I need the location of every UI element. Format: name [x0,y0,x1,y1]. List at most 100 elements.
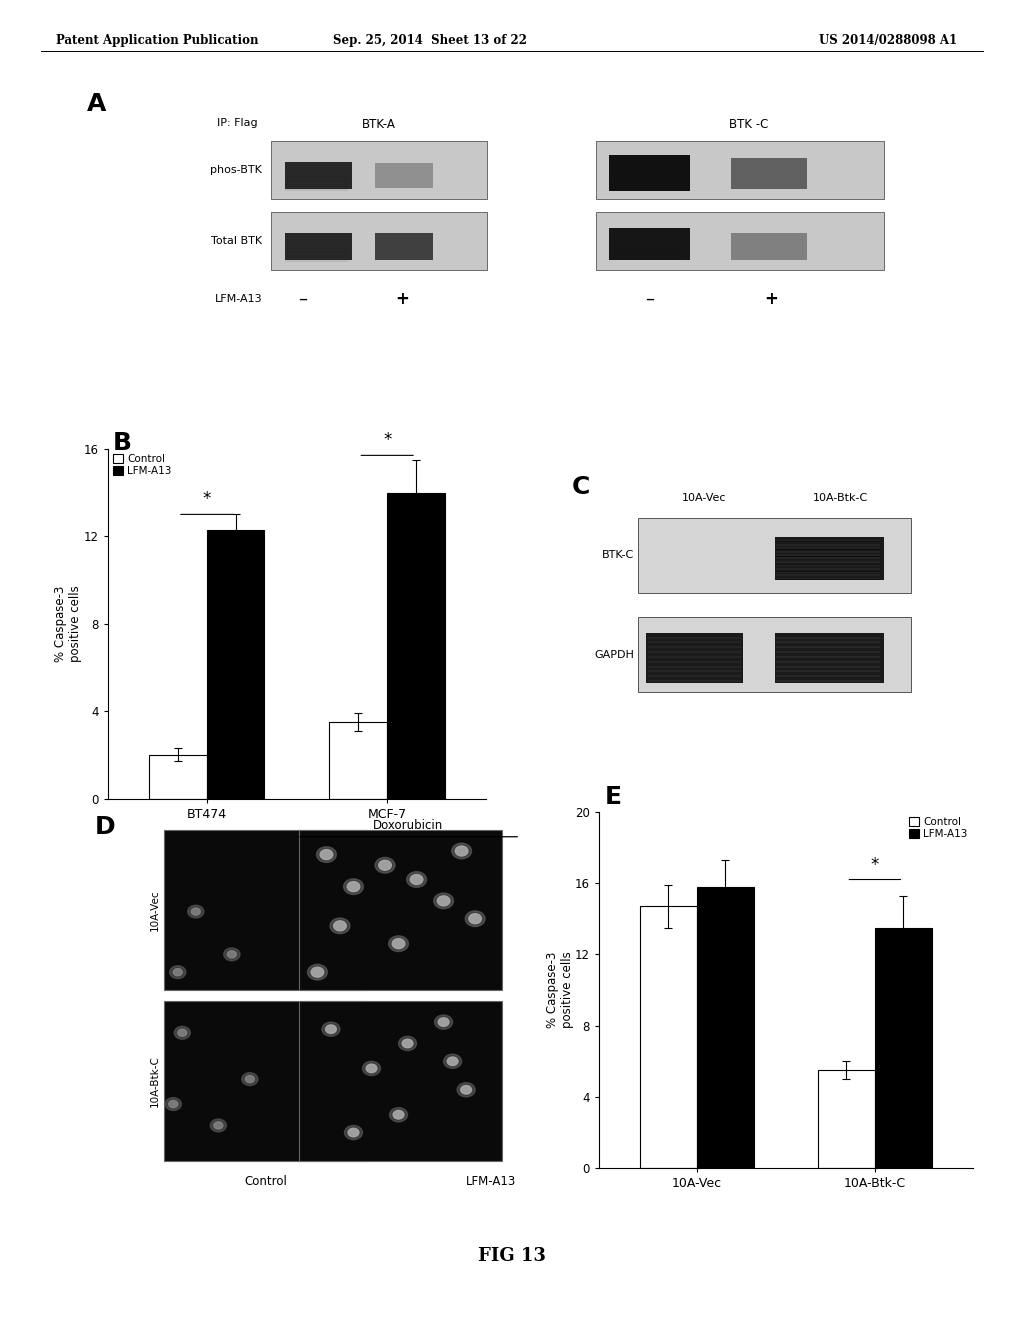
Circle shape [311,968,324,977]
Y-axis label: % Caspase-3
positive cells: % Caspase-3 positive cells [546,952,573,1028]
Circle shape [443,1055,462,1068]
Text: Control: Control [244,1175,287,1188]
Bar [207,529,264,799]
Text: Doxorubicin: Doxorubicin [373,818,442,832]
Circle shape [210,1119,226,1131]
Bar [387,492,444,799]
Bar [164,830,367,990]
Circle shape [456,846,468,855]
Bar [299,1001,502,1162]
Text: Sep. 25, 2014  Sheet 13 of 22: Sep. 25, 2014 Sheet 13 of 22 [333,34,527,48]
Circle shape [457,1082,475,1097]
Text: 10A-Vec: 10A-Vec [151,888,160,931]
Circle shape [316,846,336,862]
Circle shape [465,911,485,927]
Circle shape [321,850,333,859]
Circle shape [223,948,240,961]
Text: LFM-A13: LFM-A13 [466,1175,516,1188]
Circle shape [389,1107,408,1122]
Circle shape [322,1022,340,1036]
Text: 10A-Vec: 10A-Vec [682,494,727,503]
Text: D: D [94,816,115,840]
Y-axis label: % Caspase-3
positive cells: % Caspase-3 positive cells [54,585,82,663]
Circle shape [344,1126,362,1139]
Text: BTK-C: BTK-C [602,550,635,561]
Bar [697,887,754,1168]
Text: B: B [113,432,132,455]
Text: 10A-Btk-C: 10A-Btk-C [151,1055,160,1106]
Circle shape [347,882,359,891]
Circle shape [434,894,454,908]
Circle shape [173,969,182,975]
Text: IP: Flag: IP: Flag [217,117,258,128]
Legend: Control, LFM-A13: Control, LFM-A13 [113,454,172,477]
Circle shape [402,1039,413,1048]
Circle shape [307,965,328,979]
Bar [375,164,433,187]
Circle shape [330,917,350,933]
Text: BTK -C: BTK -C [729,117,768,131]
Circle shape [165,1098,181,1110]
Text: –: – [298,290,307,308]
Circle shape [398,1036,417,1051]
Text: Patent Application Publication: Patent Application Publication [56,34,259,48]
Circle shape [334,921,346,931]
Text: FIG 13: FIG 13 [478,1247,546,1266]
Text: C: C [572,475,591,499]
Bar [874,928,932,1168]
Bar [646,634,743,682]
Bar [638,519,910,593]
Text: phos-BTK: phos-BTK [210,165,262,174]
Bar [609,228,690,260]
Circle shape [434,1015,453,1030]
Circle shape [242,1073,258,1085]
Circle shape [461,1085,471,1094]
Bar [271,211,487,271]
Circle shape [367,1064,377,1073]
Circle shape [452,843,471,859]
Circle shape [407,871,426,887]
Text: –: – [645,290,654,308]
Text: BTK-A: BTK-A [362,117,396,131]
Circle shape [438,1018,449,1027]
Circle shape [178,1030,186,1036]
Text: LFM-A13: LFM-A13 [214,294,262,304]
Circle shape [191,908,201,915]
Circle shape [469,913,481,924]
Circle shape [344,879,364,895]
Bar [640,907,697,1168]
Text: *: * [203,490,211,508]
Circle shape [174,1027,190,1039]
Bar [596,141,884,199]
Circle shape [411,875,423,884]
Bar [271,141,487,199]
Bar [330,722,387,799]
Circle shape [214,1122,223,1129]
Circle shape [326,1024,336,1034]
Circle shape [246,1076,254,1082]
Bar [164,1001,367,1162]
Bar [285,161,352,189]
Circle shape [437,896,450,906]
Circle shape [227,950,237,958]
Text: US 2014/0288098 A1: US 2014/0288098 A1 [819,34,957,48]
Circle shape [379,861,391,870]
Bar [638,618,910,692]
Circle shape [187,906,204,917]
Circle shape [375,858,395,873]
Circle shape [170,966,186,978]
Text: A: A [86,92,105,116]
Text: +: + [764,290,778,308]
Text: 10A-Btk-C: 10A-Btk-C [813,494,868,503]
Text: *: * [383,430,391,449]
Circle shape [392,939,404,949]
Circle shape [393,1110,403,1119]
Bar [299,830,502,990]
Bar [285,232,352,260]
Text: *: * [870,857,879,874]
Bar [818,1071,874,1168]
Legend: Control, LFM-A13: Control, LFM-A13 [908,817,968,840]
Bar [731,232,807,260]
Bar [375,232,433,260]
Bar [150,755,207,799]
